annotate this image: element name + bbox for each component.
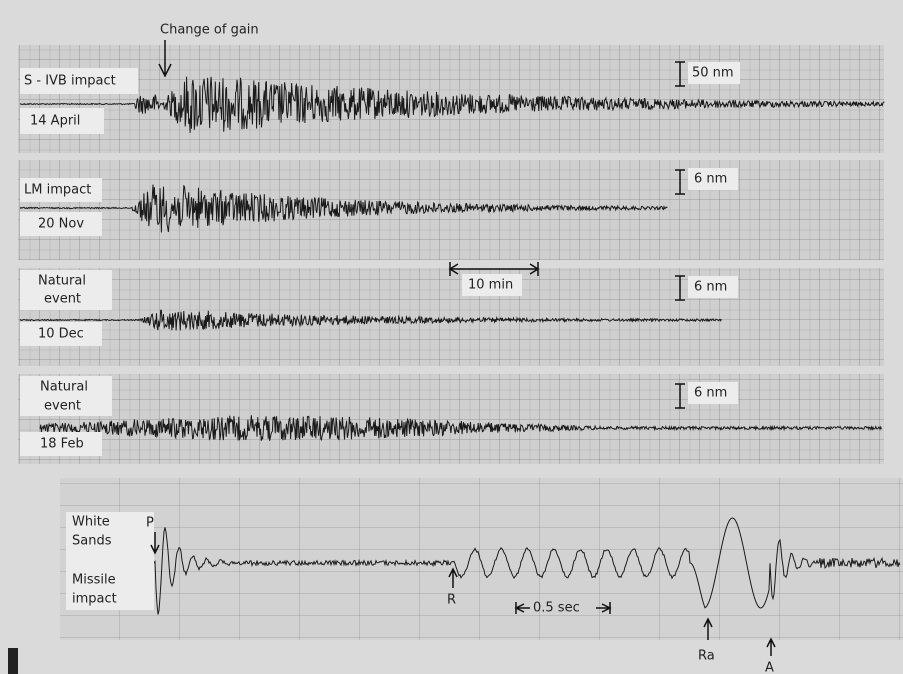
scale-label: 6 nm [694,172,727,187]
panel-label: LM impact [24,183,91,198]
panel-label: S - IVB impact [24,74,116,89]
panel-label: event [44,399,81,414]
panel-label: impact [72,592,117,607]
annotation: 0.5 sec [533,601,580,616]
panel-date: 20 Nov [38,217,84,232]
scale-label: 50 nm [692,66,734,81]
panel-date: 10 Dec [38,327,84,342]
panel-date: 14 April [30,114,80,129]
panel-label: Natural [38,274,86,289]
panel-label: White [72,515,110,530]
corner-mark [8,648,18,674]
panel-grid [18,374,884,464]
phase-label: Ra [698,649,715,664]
phase-label: P [146,516,154,531]
scale-label: 6 nm [694,386,727,401]
panel-grid [18,268,884,366]
phase-label: A [765,661,774,674]
annotation: Change of gain [160,23,259,38]
annotation: 10 min [468,278,513,293]
seismogram-figure: S - IVB impact 14 April LM impact 20 Nov… [0,0,903,674]
panel-label: Missile [72,573,116,588]
panel-label: Sands [72,534,112,549]
phase-label: R [447,593,456,608]
panel-label: Natural [40,380,88,395]
panel-label: event [44,292,81,307]
panel-date: 18 Feb [40,437,84,452]
scale-label: 6 nm [694,280,727,295]
panel-grid [18,45,884,153]
